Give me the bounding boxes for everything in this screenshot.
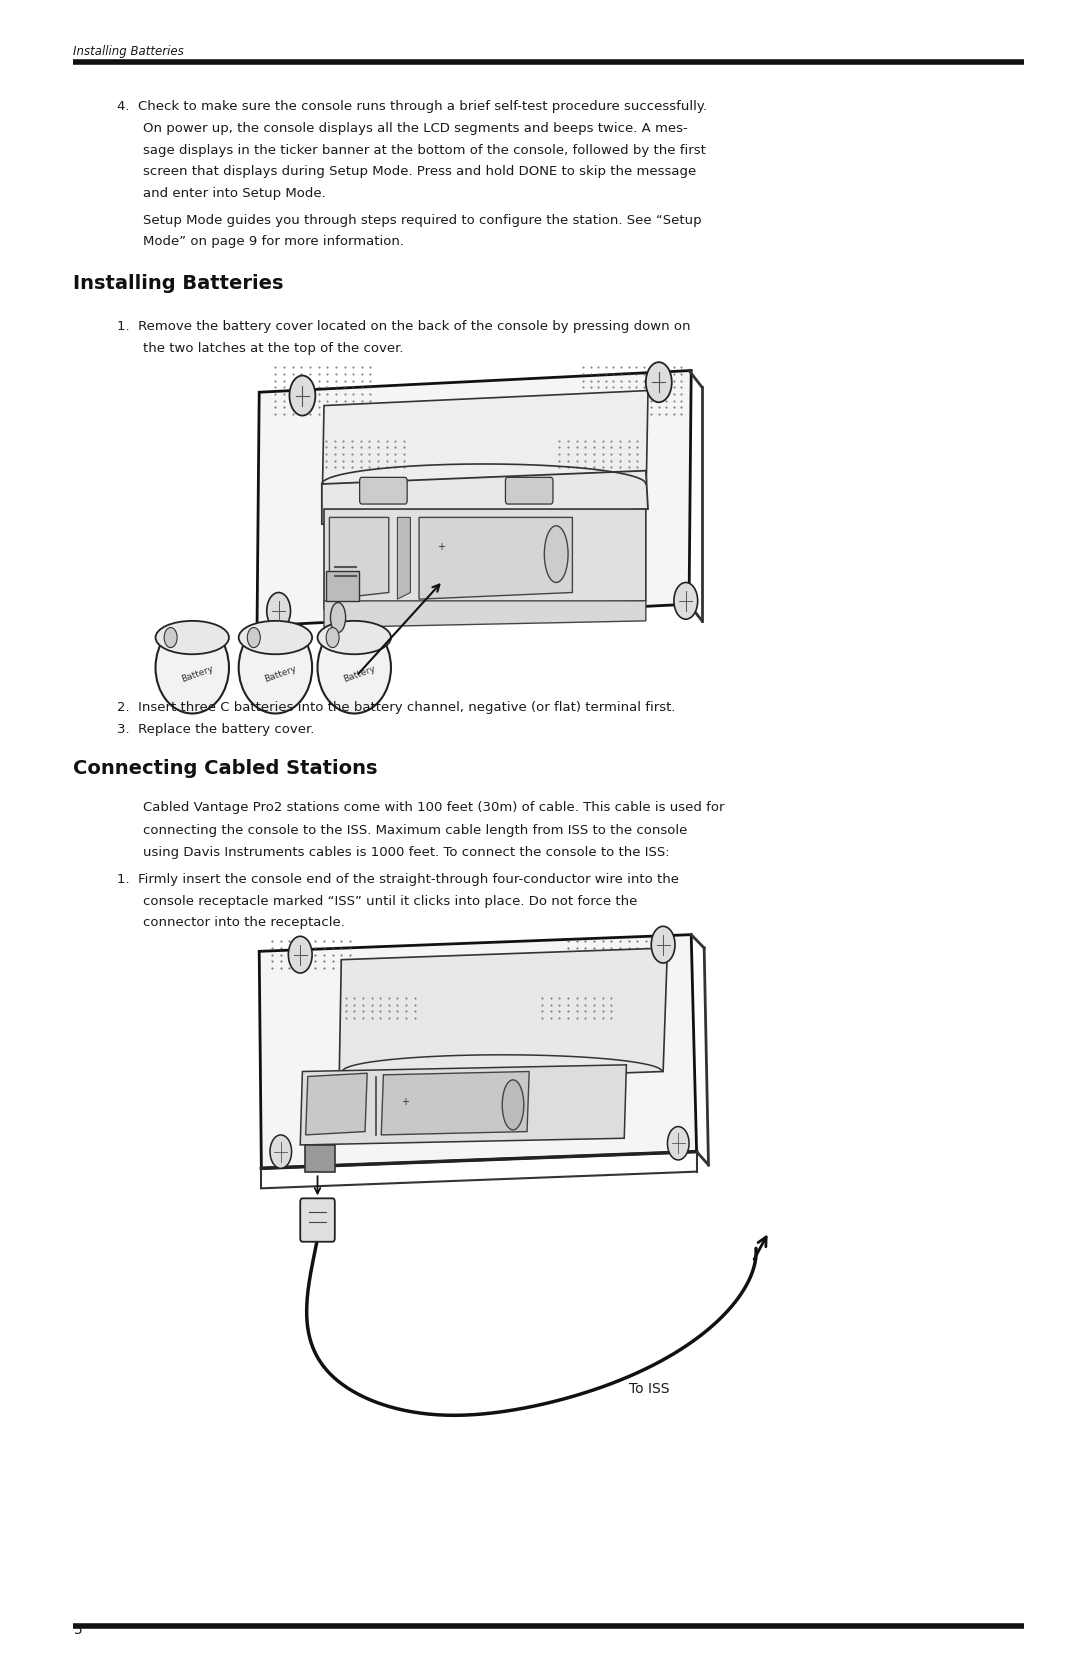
Text: 1.  Firmly insert the console end of the straight-through four-conductor wire in: 1. Firmly insert the console end of the … — [117, 873, 678, 886]
Circle shape — [674, 582, 698, 619]
Ellipse shape — [318, 621, 391, 654]
Ellipse shape — [239, 621, 312, 654]
Circle shape — [164, 628, 177, 648]
Text: On power up, the console displays all the LCD segments and beeps twice. A mes-: On power up, the console displays all th… — [143, 122, 687, 135]
Polygon shape — [324, 601, 646, 628]
Polygon shape — [329, 517, 389, 599]
Text: sage displays in the ticker banner at the bottom of the console, followed by the: sage displays in the ticker banner at th… — [143, 144, 705, 157]
FancyBboxPatch shape — [305, 1145, 335, 1172]
Polygon shape — [397, 517, 410, 599]
Ellipse shape — [156, 621, 229, 654]
FancyBboxPatch shape — [326, 571, 359, 601]
Circle shape — [288, 936, 312, 973]
Text: Battery: Battery — [180, 664, 215, 684]
Ellipse shape — [156, 623, 229, 714]
Polygon shape — [257, 371, 691, 626]
Text: 5: 5 — [73, 1624, 82, 1637]
Text: Installing Batteries: Installing Batteries — [73, 45, 185, 58]
Polygon shape — [322, 391, 648, 524]
Circle shape — [270, 1135, 292, 1168]
Text: 3.  Replace the battery cover.: 3. Replace the battery cover. — [117, 723, 314, 736]
Text: Installing Batteries: Installing Batteries — [73, 274, 284, 292]
Text: +: + — [436, 542, 445, 552]
Text: connecting the console to the ISS. Maximum cable length from ISS to the console: connecting the console to the ISS. Maxim… — [143, 823, 687, 836]
Polygon shape — [339, 948, 667, 1083]
Ellipse shape — [544, 526, 568, 582]
Circle shape — [646, 362, 672, 402]
Text: 4.  Check to make sure the console runs through a brief self-test procedure succ: 4. Check to make sure the console runs t… — [117, 100, 706, 113]
Polygon shape — [306, 1073, 367, 1135]
FancyBboxPatch shape — [300, 1198, 335, 1242]
Ellipse shape — [239, 623, 312, 714]
Text: Connecting Cabled Stations: Connecting Cabled Stations — [73, 759, 378, 778]
FancyBboxPatch shape — [360, 477, 407, 504]
Polygon shape — [381, 1071, 529, 1135]
Text: Battery: Battery — [342, 664, 377, 684]
FancyBboxPatch shape — [505, 477, 553, 504]
Polygon shape — [419, 517, 572, 599]
Ellipse shape — [318, 623, 391, 714]
Text: the two latches at the top of the cover.: the two latches at the top of the cover. — [143, 342, 403, 355]
Text: connector into the receptacle.: connector into the receptacle. — [143, 916, 345, 930]
Circle shape — [651, 926, 675, 963]
Circle shape — [247, 628, 260, 648]
Text: using Davis Instruments cables is 1000 feet. To connect the console to the ISS:: using Davis Instruments cables is 1000 f… — [143, 846, 670, 860]
Text: console receptacle marked “ISS” until it clicks into place. Do not force the: console receptacle marked “ISS” until it… — [143, 895, 637, 908]
Polygon shape — [300, 1065, 626, 1145]
Text: Setup Mode guides you through steps required to configure the station. See “Setu: Setup Mode guides you through steps requ… — [143, 214, 701, 227]
Circle shape — [326, 628, 339, 648]
Text: To ISS: To ISS — [629, 1382, 669, 1395]
Text: Cabled Vantage Pro2 stations come with 100 feet (30m) of cable. This cable is us: Cabled Vantage Pro2 stations come with 1… — [143, 801, 724, 814]
Text: Mode” on page 9 for more information.: Mode” on page 9 for more information. — [143, 235, 404, 249]
Polygon shape — [322, 471, 648, 524]
Text: and enter into Setup Mode.: and enter into Setup Mode. — [143, 187, 325, 200]
Circle shape — [667, 1127, 689, 1160]
Ellipse shape — [330, 603, 346, 633]
Ellipse shape — [502, 1080, 524, 1130]
Circle shape — [267, 592, 291, 629]
Circle shape — [289, 376, 315, 416]
Polygon shape — [324, 509, 646, 609]
Text: 1.  Remove the battery cover located on the back of the console by pressing down: 1. Remove the battery cover located on t… — [117, 320, 690, 334]
Text: 2.  Insert three C batteries into the battery channel, negative (or flat) termin: 2. Insert three C batteries into the bat… — [117, 701, 675, 714]
Text: Battery: Battery — [264, 664, 298, 684]
Polygon shape — [259, 935, 697, 1168]
Text: screen that displays during Setup Mode. Press and hold DONE to skip the message: screen that displays during Setup Mode. … — [143, 165, 696, 179]
Text: +: + — [401, 1097, 409, 1107]
